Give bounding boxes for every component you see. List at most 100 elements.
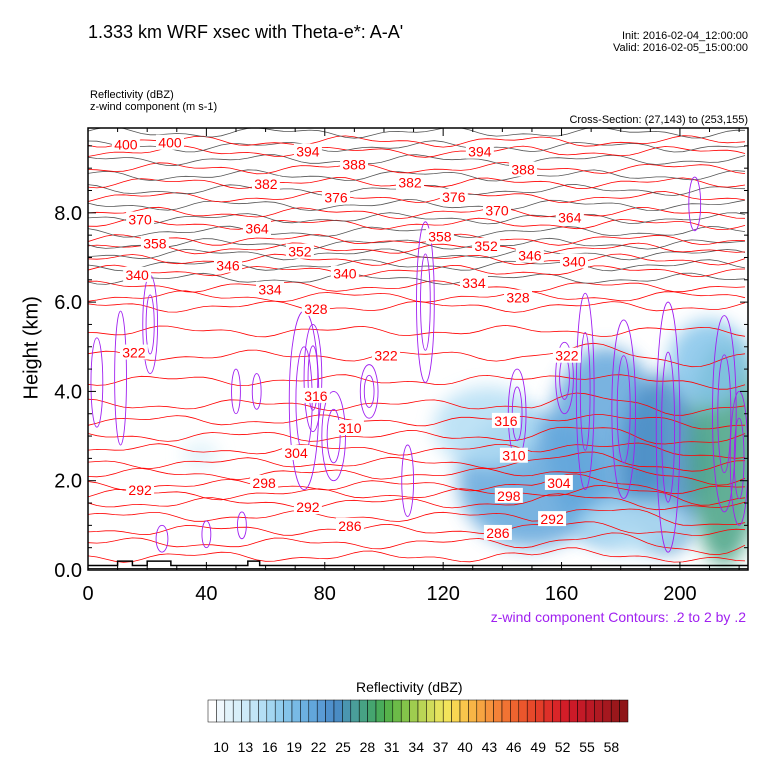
y-tick-label: 4.0 [54, 381, 82, 403]
contour-label-bg [372, 347, 401, 363]
x-tick-label: 120 [426, 583, 459, 605]
colorbar-box [333, 699, 343, 723]
terrain-profile [88, 560, 748, 567]
theta-e-contour-line [88, 128, 746, 139]
contour-label-bg [282, 445, 311, 461]
theta-e-contour-line [88, 145, 746, 158]
colorbar-box [384, 699, 394, 723]
x-tick-label: 200 [663, 583, 696, 605]
w-contour [303, 323, 323, 433]
colorbar-label: 46 [506, 739, 522, 755]
w-contour [555, 341, 574, 415]
contour-label: 292 [128, 482, 152, 498]
contour-label: 316 [304, 388, 328, 404]
colorbar-box [552, 699, 562, 723]
contour-label-bg [544, 474, 573, 490]
colorbar-label: 49 [530, 739, 546, 755]
theta-e-contour-line [88, 162, 746, 175]
colorbar-box [459, 699, 469, 723]
contour-label-bg [555, 209, 584, 225]
colorbar-box [274, 699, 284, 723]
colorbar-box [400, 699, 410, 723]
contour-label-bg [509, 161, 538, 177]
colorbar-box [325, 699, 335, 723]
contour-label: 376 [442, 189, 466, 205]
plot-frame [87, 127, 749, 571]
colorbar-label: 58 [604, 739, 620, 755]
theta-e-contour-line [88, 264, 746, 278]
theta-e-contour-line [88, 493, 746, 511]
contour-label-bg [494, 487, 523, 503]
colorbar-box [493, 699, 503, 723]
colorbar-box [316, 699, 326, 723]
contour-label-bg [111, 136, 140, 152]
contour-label: 376 [324, 190, 348, 206]
theta-e-contour-line [88, 237, 746, 250]
contour-label: 286 [338, 518, 362, 534]
w-contour [655, 301, 681, 553]
colorbar-label: 25 [335, 739, 351, 755]
colorbar-box [610, 699, 620, 723]
colorbar-label: 13 [238, 739, 254, 755]
y-tick-label: 8.0 [54, 203, 82, 225]
w-contour [729, 390, 748, 526]
colorbar-label: 52 [555, 739, 571, 755]
contour-label: 346 [216, 258, 240, 274]
y-tick-label: 6.0 [54, 292, 82, 314]
w-contour [401, 444, 415, 517]
contour-label: 304 [284, 445, 308, 461]
contour-label: 322 [555, 348, 579, 364]
theta-e-contour-line [88, 508, 746, 526]
contour-label: 298 [252, 475, 276, 491]
contour-label: 394 [296, 144, 320, 160]
init-time: Init: 2016-02-04_12:00:00 [622, 30, 748, 42]
colorbar-box [526, 699, 536, 723]
theta-e-contour-line [88, 253, 746, 266]
colorbar-box [207, 699, 217, 723]
contour-label: 316 [494, 413, 518, 429]
theta-e-contour-line [88, 225, 746, 239]
colorbar-box [417, 699, 427, 723]
colorbar-title: Reflectivity (dBZ) [356, 679, 463, 695]
contour-label-bg [491, 412, 520, 428]
w-contour [416, 221, 435, 383]
contour-label-bg [483, 202, 512, 218]
contour-label: 340 [562, 253, 586, 269]
colorbar-box [602, 699, 612, 723]
contour-label: 286 [486, 525, 510, 541]
colorbar-label: 34 [408, 739, 424, 755]
colorbar-label: 55 [579, 739, 595, 755]
theta-e-contour-line [88, 242, 746, 255]
colorbar-box [300, 699, 310, 723]
colorbar-box [232, 699, 242, 723]
colorbar-box [510, 699, 520, 723]
contour-label: 382 [254, 176, 278, 192]
theta-e-contour-line [88, 217, 746, 231]
contour-label-bg [293, 143, 322, 159]
contour-label-bg [552, 347, 581, 363]
contour-label: 292 [540, 511, 564, 527]
contour-label: 364 [558, 210, 582, 226]
colorbar-box [409, 699, 419, 723]
contour-label-bg [465, 143, 494, 159]
theta-e-contour-line [88, 426, 746, 445]
contour-label: 334 [462, 275, 486, 291]
contour-label: 352 [288, 244, 312, 260]
y-tick-label: 2.0 [54, 471, 82, 493]
contour-label: 358 [143, 236, 167, 252]
w-contour [231, 368, 241, 415]
colorbar-box [476, 699, 486, 723]
colorbar-box [258, 699, 268, 723]
contour-label-bg [335, 420, 364, 436]
colorbar-box [484, 699, 494, 723]
contour-label-bg [330, 265, 359, 281]
colorbar-box [451, 699, 461, 723]
w-contour [155, 524, 169, 553]
theta-e-contour-line [88, 473, 746, 495]
reflectivity-cell [182, 442, 219, 466]
contour-label: 400 [158, 135, 182, 151]
colorbar-box [434, 699, 444, 723]
colorbar-box [518, 699, 528, 723]
contour-label-bg [559, 253, 588, 269]
